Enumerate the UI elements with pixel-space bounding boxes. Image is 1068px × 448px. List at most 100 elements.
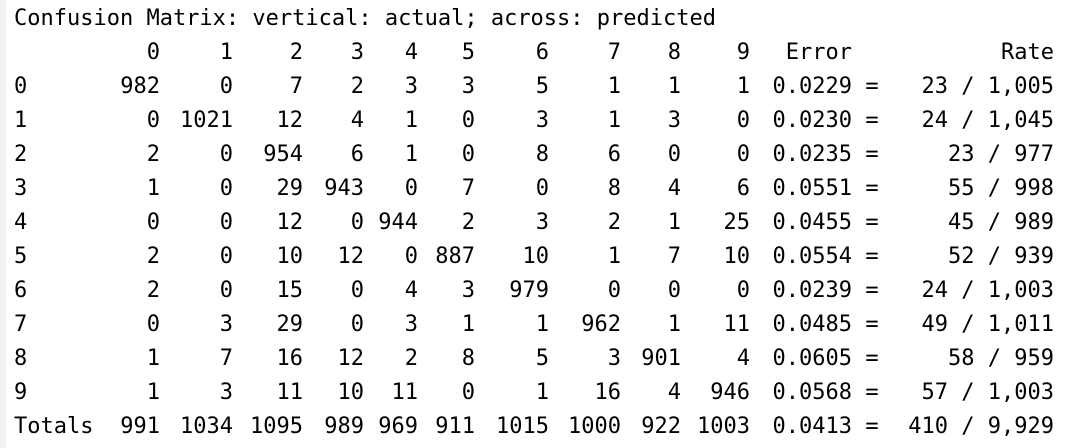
matrix-cell: 1 xyxy=(535,380,549,405)
matrix-cell: 12 xyxy=(337,346,365,371)
row-label: 6 xyxy=(14,278,28,303)
matrix-cell: 0 xyxy=(404,244,418,269)
error-value: 0.0551 xyxy=(772,176,852,201)
matrix-cell: 1 xyxy=(736,74,750,99)
matrix-cell: 4 xyxy=(667,176,681,201)
matrix-cell: 0 xyxy=(350,210,364,235)
matrix-cell: 8 xyxy=(535,142,549,167)
matrix-cell: 3 xyxy=(535,210,549,235)
matrix-cell: 1 xyxy=(607,244,621,269)
matrix-cell: 4 xyxy=(667,380,681,405)
column-header: 0 xyxy=(146,40,160,65)
column-header-error: Error xyxy=(785,40,852,65)
equals-sign: = xyxy=(865,414,879,439)
rate-value: 45 / 989 xyxy=(948,210,1054,235)
matrix-cell: 6 xyxy=(607,142,621,167)
matrix-cell: 989 xyxy=(324,414,364,439)
matrix-cell: 3 xyxy=(667,108,681,133)
matrix-cell: 11 xyxy=(276,380,304,405)
matrix-cell: 7 xyxy=(461,176,475,201)
matrix-cell: 5 xyxy=(535,74,549,99)
matrix-cell: 3 xyxy=(404,312,418,337)
error-value: 0.0413 xyxy=(772,414,852,439)
error-value: 0.0485 xyxy=(772,312,852,337)
matrix-cell: 10 xyxy=(276,244,304,269)
row-label: 4 xyxy=(14,210,28,235)
matrix-cell: 0 xyxy=(461,108,475,133)
matrix-cell: 0 xyxy=(350,312,364,337)
column-header: 5 xyxy=(461,40,475,65)
matrix-cell: 11 xyxy=(391,380,419,405)
matrix-cell: 946 xyxy=(710,380,750,405)
matrix-cell: 16 xyxy=(594,380,622,405)
matrix-cell: 15 xyxy=(276,278,304,303)
matrix-cell: 1034 xyxy=(180,414,233,439)
matrix-cell: 11 xyxy=(723,312,751,337)
matrix-cell: 3 xyxy=(404,74,418,99)
column-header: 7 xyxy=(607,40,621,65)
matrix-cell: 1 xyxy=(404,142,418,167)
rate-value: 58 / 959 xyxy=(948,346,1054,371)
equals-sign: = xyxy=(865,380,879,405)
matrix-cell: 2 xyxy=(607,210,621,235)
matrix-cell: 0 xyxy=(667,142,681,167)
matrix-cell: 982 xyxy=(120,74,160,99)
matrix-cell: 0 xyxy=(667,278,681,303)
matrix-cell: 2 xyxy=(350,74,364,99)
matrix-cell: 901 xyxy=(641,346,681,371)
table-row: 8 1 7 16 12 2 8 5 3 901 4 0.0605 = 58 / 959 xyxy=(0,342,1068,376)
matrix-cell: 1 xyxy=(607,108,621,133)
matrix-cell: 2 xyxy=(146,142,160,167)
column-header: 4 xyxy=(404,40,418,65)
matrix-cell: 2 xyxy=(146,278,160,303)
matrix-cell: 3 xyxy=(535,108,549,133)
equals-sign: = xyxy=(865,346,879,371)
matrix-cell: 4 xyxy=(736,346,750,371)
table-row: 5 2 0 10 12 0 887 10 1 7 10 0.0554 = 52 / 939 xyxy=(0,240,1068,274)
rate-value: 24 / 1,003 xyxy=(921,278,1054,303)
matrix-cell: 5 xyxy=(535,346,549,371)
equals-sign: = xyxy=(865,244,879,269)
row-label: 8 xyxy=(14,346,28,371)
matrix-cell: 10 xyxy=(522,244,550,269)
matrix-cell: 0 xyxy=(736,108,750,133)
table-row: 0 982 0 7 2 3 3 5 1 1 1 0.0229 = 23 / 1,005 xyxy=(0,70,1068,104)
matrix-cell: 943 xyxy=(324,176,364,201)
matrix-cell: 0 xyxy=(736,278,750,303)
matrix-cell: 8 xyxy=(461,346,475,371)
row-label: Totals xyxy=(14,414,94,439)
matrix-cell: 1 xyxy=(146,346,160,371)
matrix-cell: 979 xyxy=(509,278,549,303)
column-header: 6 xyxy=(535,40,549,65)
error-value: 0.0239 xyxy=(772,278,852,303)
row-label: 0 xyxy=(14,74,28,99)
matrix-cell: 12 xyxy=(276,210,304,235)
matrix-cell: 1003 xyxy=(697,414,750,439)
equals-sign: = xyxy=(865,210,879,235)
matrix-cell: 7 xyxy=(289,74,303,99)
matrix-cell: 10 xyxy=(337,380,365,405)
matrix-cell: 3 xyxy=(219,380,233,405)
matrix-cell: 10 xyxy=(723,244,751,269)
matrix-cell: 0 xyxy=(146,108,160,133)
matrix-cell: 3 xyxy=(461,74,475,99)
table-row: 3 1 0 29 943 0 7 0 8 4 6 0.0551 = 55 / 998 xyxy=(0,172,1068,206)
matrix-cell: 0 xyxy=(535,176,549,201)
matrix-cell: 1 xyxy=(535,312,549,337)
rate-value: 49 / 1,011 xyxy=(921,312,1054,337)
matrix-cell: 0 xyxy=(219,176,233,201)
error-value: 0.0554 xyxy=(772,244,852,269)
matrix-cell: 2 xyxy=(461,210,475,235)
row-label: 9 xyxy=(14,380,28,405)
matrix-cell: 2 xyxy=(404,346,418,371)
matrix-cell: 969 xyxy=(378,414,418,439)
matrix-cell: 1015 xyxy=(496,414,549,439)
matrix-cell: 887 xyxy=(435,244,475,269)
rate-value: 23 / 977 xyxy=(948,142,1054,167)
matrix-cell: 4 xyxy=(404,278,418,303)
matrix-cell: 25 xyxy=(723,210,751,235)
row-label: 3 xyxy=(14,176,28,201)
matrix-cell: 29 xyxy=(276,176,304,201)
matrix-cell: 1 xyxy=(146,380,160,405)
